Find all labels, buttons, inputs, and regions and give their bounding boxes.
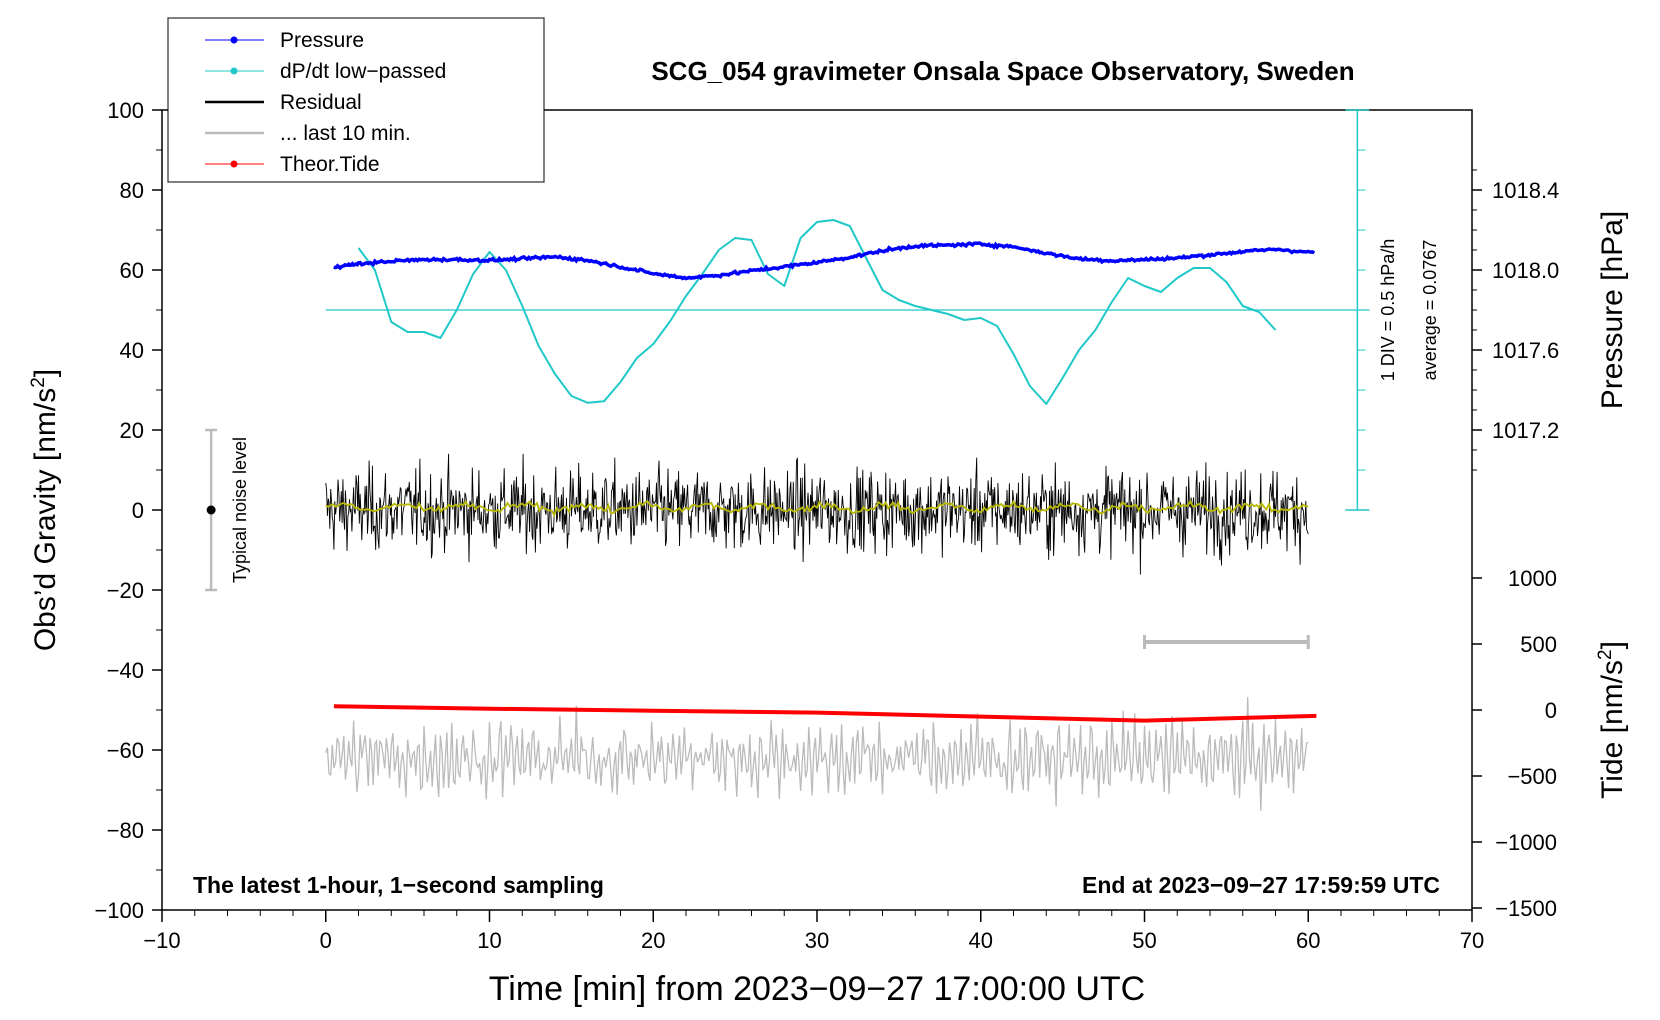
legend-box — [167, 17, 545, 183]
tide-tick-label: 1000 — [1508, 566, 1557, 591]
x-axis: −10 0 10 20 30 40 50 60 70 — [143, 910, 1484, 953]
y-tick-label: −60 — [107, 738, 144, 763]
x-tick-label: 60 — [1296, 928, 1320, 953]
pressure-tick-label: 1017.2 — [1492, 418, 1559, 443]
bottom-left-note: The latest 1-hour, 1−second sampling — [193, 872, 604, 898]
y-axis-label-left: Obs’d Gravity [nm/s2] — [28, 369, 62, 651]
tide-tick-label: 500 — [1520, 632, 1557, 657]
y-tick-label: 20 — [120, 418, 144, 443]
legend-label: Theor.Tide — [280, 153, 380, 176]
x-tick-label: 50 — [1132, 928, 1156, 953]
pressure-tick-label: 1018.0 — [1492, 258, 1559, 283]
y-tick-label: 0 — [132, 498, 144, 523]
y-tick-label: 100 — [107, 98, 144, 123]
x-tick-label: 0 — [320, 928, 332, 953]
y-tick-label: 60 — [120, 258, 144, 283]
y-label-tide-end: ] — [1596, 641, 1629, 649]
x-tick-label: 40 — [969, 928, 993, 953]
y-axis-label-pressure: Pressure [hPa] — [1596, 211, 1629, 409]
y-axis-label-tide: Tide [nm/s2] — [1595, 641, 1629, 799]
x-tick-label: 20 — [641, 928, 665, 953]
pressure-line — [333, 241, 1316, 281]
legend-dot — [230, 160, 238, 168]
residual-line — [325, 453, 1309, 575]
legend-dot — [230, 36, 238, 44]
x-tick-label: 10 — [477, 928, 501, 953]
tide-tick-label: −1000 — [1495, 830, 1557, 855]
y-label-tide-main: Tide [nm/s — [1596, 660, 1629, 799]
y-label-left-end: ] — [29, 369, 62, 377]
y-tick-label: −20 — [107, 578, 144, 603]
tide-tick-label: 0 — [1545, 698, 1557, 723]
y-axis-tide: 1000 500 0 −500 −1000 −1500 — [1472, 566, 1557, 921]
dpdt-average-label: average = 0.0767 — [1420, 240, 1440, 381]
tide-tick-label: −500 — [1507, 764, 1557, 789]
y-tick-label: 40 — [120, 338, 144, 363]
y-label-left-sup: 2 — [28, 377, 49, 388]
residual-smoothed-line — [325, 499, 1309, 518]
y-label-left-main: Obs’d Gravity [nm/s — [29, 388, 62, 651]
noise-label: Typical noise level — [230, 437, 250, 583]
legend: Pressure dP/dt low−passed Residual ... last… — [167, 17, 545, 183]
legend-label: ... last 10 min. — [280, 122, 411, 145]
y-label-tide-sup: 2 — [1595, 649, 1616, 660]
noise-bar-center-dot — [206, 505, 216, 515]
chart-title: SCG_054 gravimeter Onsala Space Observat… — [651, 56, 1354, 86]
x-tick-label: 30 — [805, 928, 829, 953]
y-tick-label: −100 — [94, 898, 144, 923]
tide-tick-label: −1500 — [1495, 896, 1557, 921]
y-tick-label: 80 — [120, 178, 144, 203]
legend-label: Residual — [280, 91, 362, 114]
legend-label: Pressure — [280, 29, 364, 52]
x-tick-label: 70 — [1460, 928, 1484, 953]
series-layer — [205, 109, 1370, 811]
bottom-right-note: End at 2023−09−27 17:59:59 UTC — [1082, 872, 1440, 898]
last-10-min-line — [325, 697, 1309, 811]
y-tick-label: −80 — [107, 818, 144, 843]
y-axis-left: 100 80 60 40 20 0 −20 −40 −60 −80 −100 — [94, 98, 162, 923]
x-tick-label: −10 — [143, 928, 180, 953]
dpdt-line — [357, 219, 1277, 405]
y-tick-label: −40 — [107, 658, 144, 683]
pressure-tick-label: 1018.4 — [1492, 178, 1559, 203]
x-axis-label: Time [min] from 2023−09−27 17:00:00 UTC — [489, 970, 1145, 1008]
y-axis-pressure: 1018.4 1018.0 1017.6 1017.2 — [1472, 169, 1559, 471]
legend-dot — [230, 67, 238, 75]
legend-label: dP/dt low−passed — [280, 60, 446, 83]
dpdt-scale-label: 1 DIV = 0.5 hPa/h — [1378, 239, 1398, 382]
pressure-tick-label: 1017.6 — [1492, 338, 1559, 363]
theor-tide-line — [333, 704, 1317, 723]
